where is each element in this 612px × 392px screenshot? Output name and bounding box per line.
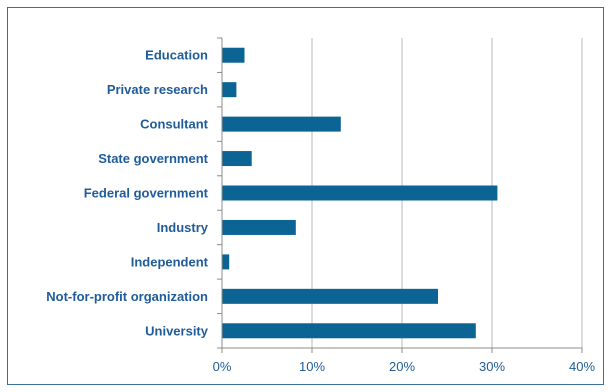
category-label-consultant: Consultant <box>140 117 209 132</box>
category-label-university: University <box>145 323 209 338</box>
x-tick-label-20: 20% <box>389 359 415 374</box>
category-label-independent: Independent <box>131 254 209 269</box>
bars <box>222 47 498 339</box>
category-label-state-government: State government <box>98 151 208 166</box>
x-tick-label-0: 0% <box>213 359 232 374</box>
x-tick-label-10: 10% <box>299 359 325 374</box>
category-label-education: Education <box>145 48 208 63</box>
bar-university <box>222 323 476 339</box>
bar-private-research <box>222 82 237 98</box>
bar-not-for-profit-organization <box>222 288 438 304</box>
category-label-not-for-profit-organization: Not-for-profit organization <box>46 289 208 304</box>
category-label-private-research: Private research <box>107 82 208 97</box>
x-tick-label-40: 40% <box>569 359 595 374</box>
bar-consultant <box>222 116 341 132</box>
bar-industry <box>222 219 296 235</box>
bar-education <box>222 47 245 63</box>
bar-independent <box>222 254 230 270</box>
x-tick-label-30: 30% <box>479 359 505 374</box>
category-labels: Education Private research Consultant State… <box>46 48 209 339</box>
bar-state-government <box>222 151 252 167</box>
x-tick-labels: 0% 10% 20% 30% 40% <box>213 359 596 374</box>
category-label-federal-government: Federal government <box>84 186 209 201</box>
axes <box>217 37 583 353</box>
category-label-industry: Industry <box>157 220 209 235</box>
bar-federal-government <box>222 185 498 201</box>
